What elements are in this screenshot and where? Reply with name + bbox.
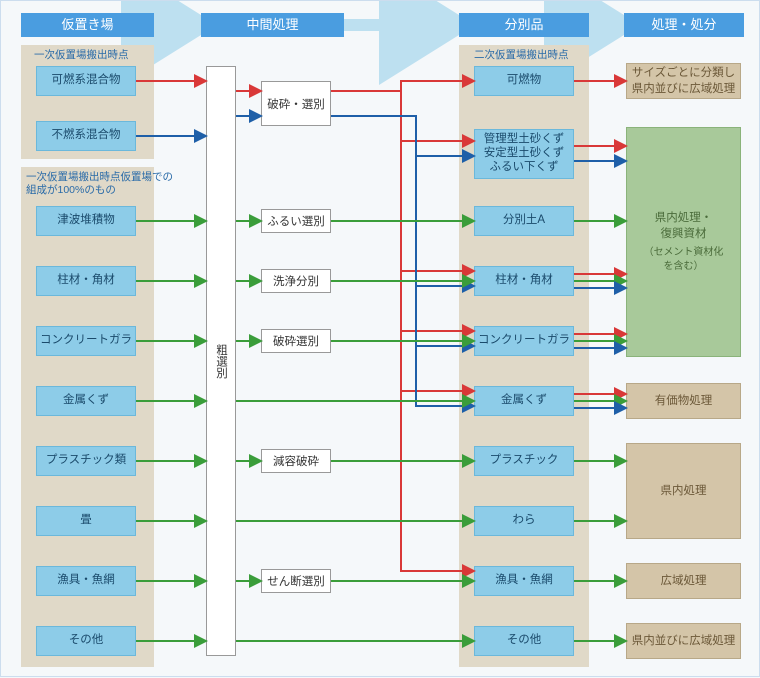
edges-layer [1, 1, 760, 678]
flowchart-diagram: 仮置き場 中間処理 分別品 処理・処分 一次仮置場搬出時点 一次仮置場搬出時点仮… [0, 0, 760, 677]
